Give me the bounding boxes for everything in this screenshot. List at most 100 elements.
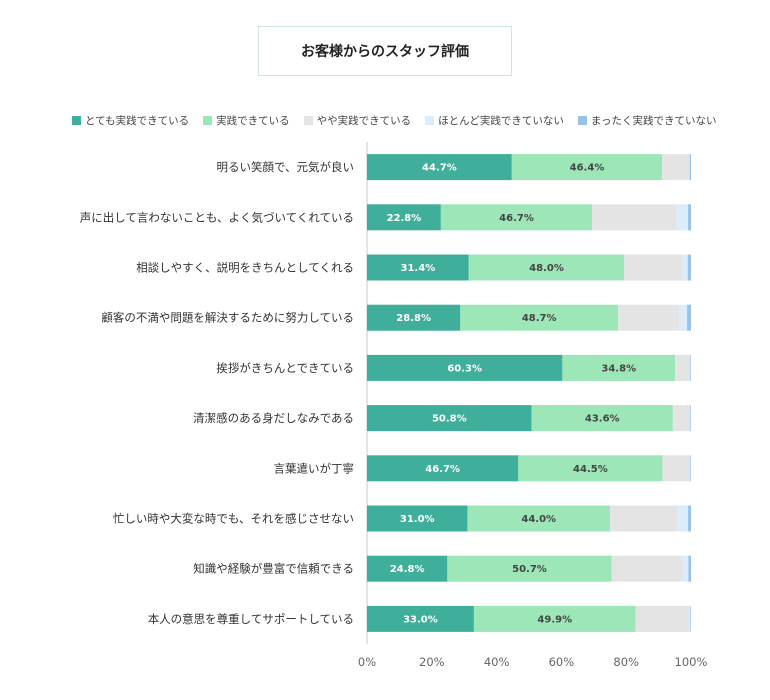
bar-0-2 xyxy=(367,254,469,281)
data-label-1-0: 46.4% xyxy=(570,163,605,174)
bar-4-0 xyxy=(689,154,691,181)
bar-3-0 xyxy=(689,154,690,181)
bar-1-5 xyxy=(531,405,673,432)
data-label-0-7: 31.0% xyxy=(400,514,435,525)
x-tick-label-1: 20% xyxy=(419,655,445,669)
legend-item-4: まったく実践できていない xyxy=(577,113,717,128)
bar-2-6 xyxy=(662,455,691,482)
x-tick-label-4: 80% xyxy=(613,655,639,669)
bar-0-0 xyxy=(367,154,512,181)
data-label-1-5: 43.6% xyxy=(585,414,620,425)
bar-2-8 xyxy=(611,555,683,582)
legend-label-3: ほとんど実践できていない xyxy=(438,114,564,127)
legend-label-0: とても実践できている xyxy=(85,114,190,127)
bar-4-9 xyxy=(690,605,691,632)
data-label-1-2: 48.0% xyxy=(529,263,564,274)
legend-label-1: 実践できている xyxy=(216,114,290,127)
legend-label-2: やや実践できている xyxy=(316,114,412,127)
bar-1-6 xyxy=(518,455,663,482)
data-label-0-3: 28.8% xyxy=(396,313,431,324)
bar-3-7 xyxy=(677,505,689,532)
data-label-0-5: 50.8% xyxy=(432,414,467,425)
bar-3-2 xyxy=(681,254,688,281)
bar-4-5 xyxy=(690,405,691,432)
bar-3-8 xyxy=(682,555,689,582)
data-label-1-6: 44.5% xyxy=(573,464,608,475)
bar-4-2 xyxy=(687,254,691,281)
data-label-1-7: 44.0% xyxy=(521,514,556,525)
category-label-7: 忙しい時や大変な時でも、それを感じさせない xyxy=(113,512,354,526)
bar-4-3 xyxy=(687,304,691,331)
bar-1-0 xyxy=(511,154,663,181)
bar-3-9 xyxy=(689,605,691,632)
legend-swatch-0 xyxy=(72,115,81,125)
bar-2-9 xyxy=(635,605,690,632)
bar-4-7 xyxy=(688,505,691,532)
data-label-0-6: 46.7% xyxy=(425,464,460,475)
bar-2-3 xyxy=(618,304,680,331)
bar-2-7 xyxy=(610,505,678,532)
bar-0-4 xyxy=(367,354,563,381)
legend-item-0: とても実践できている xyxy=(72,113,189,128)
data-label-1-3: 48.7% xyxy=(522,313,557,324)
bar-0-9 xyxy=(367,605,474,632)
bar-2-4 xyxy=(675,354,691,381)
legend-label-4: まったく実践できていない xyxy=(590,114,717,127)
x-tick-label-3: 60% xyxy=(549,655,575,669)
data-label-1-4: 34.8% xyxy=(601,363,636,374)
bar-1-4 xyxy=(562,354,676,381)
bar-4-6 xyxy=(690,455,691,482)
legend-swatch-1 xyxy=(203,115,213,125)
legend-swatch-4 xyxy=(577,115,587,125)
legend-item-3: ほとんど実践できていない xyxy=(425,113,564,128)
bar-2-5 xyxy=(672,405,691,432)
bar-4-1 xyxy=(688,204,691,231)
bar-1-3 xyxy=(460,304,619,331)
bar-0-3 xyxy=(367,304,461,331)
bar-4-8 xyxy=(688,555,691,582)
data-label-0-2: 31.4% xyxy=(401,263,436,274)
chart-legend: とても実践できている 実践できている やや実践できている ほとんど実践できていない まっ… xyxy=(72,111,730,129)
bar-0-6 xyxy=(367,455,519,482)
bar-0-8 xyxy=(367,555,448,582)
chart-title: お客様からのスタッフ評価 xyxy=(258,26,512,76)
bar-0-5 xyxy=(367,405,532,432)
legend-item-2: やや実践できている xyxy=(303,113,412,128)
data-label-1-8: 50.7% xyxy=(512,564,547,575)
bar-3-3 xyxy=(679,304,688,331)
legend-swatch-2 xyxy=(303,115,313,125)
bar-1-9 xyxy=(473,605,636,632)
bar-2-2 xyxy=(624,254,682,281)
data-label-0-4: 60.3% xyxy=(447,363,482,374)
category-label-9: 本人の意思を尊重してサポートしている xyxy=(148,612,354,626)
category-label-6: 言葉遣いが丁寧 xyxy=(274,461,355,475)
data-label-0-8: 24.8% xyxy=(390,564,425,575)
bar-1-2 xyxy=(468,254,625,281)
legend-swatch-3 xyxy=(425,115,435,125)
category-label-5: 清潔感のある身だしなみである xyxy=(193,411,354,425)
category-label-0: 明るい笑顔で、元気が良い xyxy=(216,160,354,174)
bar-3-1 xyxy=(676,204,689,231)
data-label-1-1: 46.7% xyxy=(499,213,534,224)
category-label-3: 顧客の不満や問題を解決するために努力している xyxy=(101,311,354,325)
x-tick-label-5: 100% xyxy=(675,655,708,669)
x-tick-label-2: 40% xyxy=(484,655,510,669)
legend-item-1: 実践できている xyxy=(203,113,290,128)
category-label-8: 知識や経験が豊富で信頼できる xyxy=(193,562,354,576)
bar-2-0 xyxy=(662,154,690,181)
bar-1-1 xyxy=(440,204,593,231)
data-label-1-9: 49.9% xyxy=(537,614,572,625)
category-label-1: 声に出して言わないことも、よく気づいてくれている xyxy=(80,210,354,224)
data-label-0-0: 44.7% xyxy=(422,163,457,174)
bar-2-1 xyxy=(592,204,677,231)
bar-1-8 xyxy=(447,555,612,582)
bar-0-7 xyxy=(367,505,468,532)
category-label-4: 挨拶がきちんとできている xyxy=(216,361,354,375)
data-label-0-1: 22.8% xyxy=(387,213,422,224)
bar-4-4 xyxy=(690,354,691,381)
x-tick-label-0: 0% xyxy=(358,655,376,669)
data-label-0-9: 33.0% xyxy=(403,614,438,625)
bar-0-1 xyxy=(367,204,441,231)
category-label-2: 相談しやすく、説明をきちんとしてくれる xyxy=(136,261,354,275)
